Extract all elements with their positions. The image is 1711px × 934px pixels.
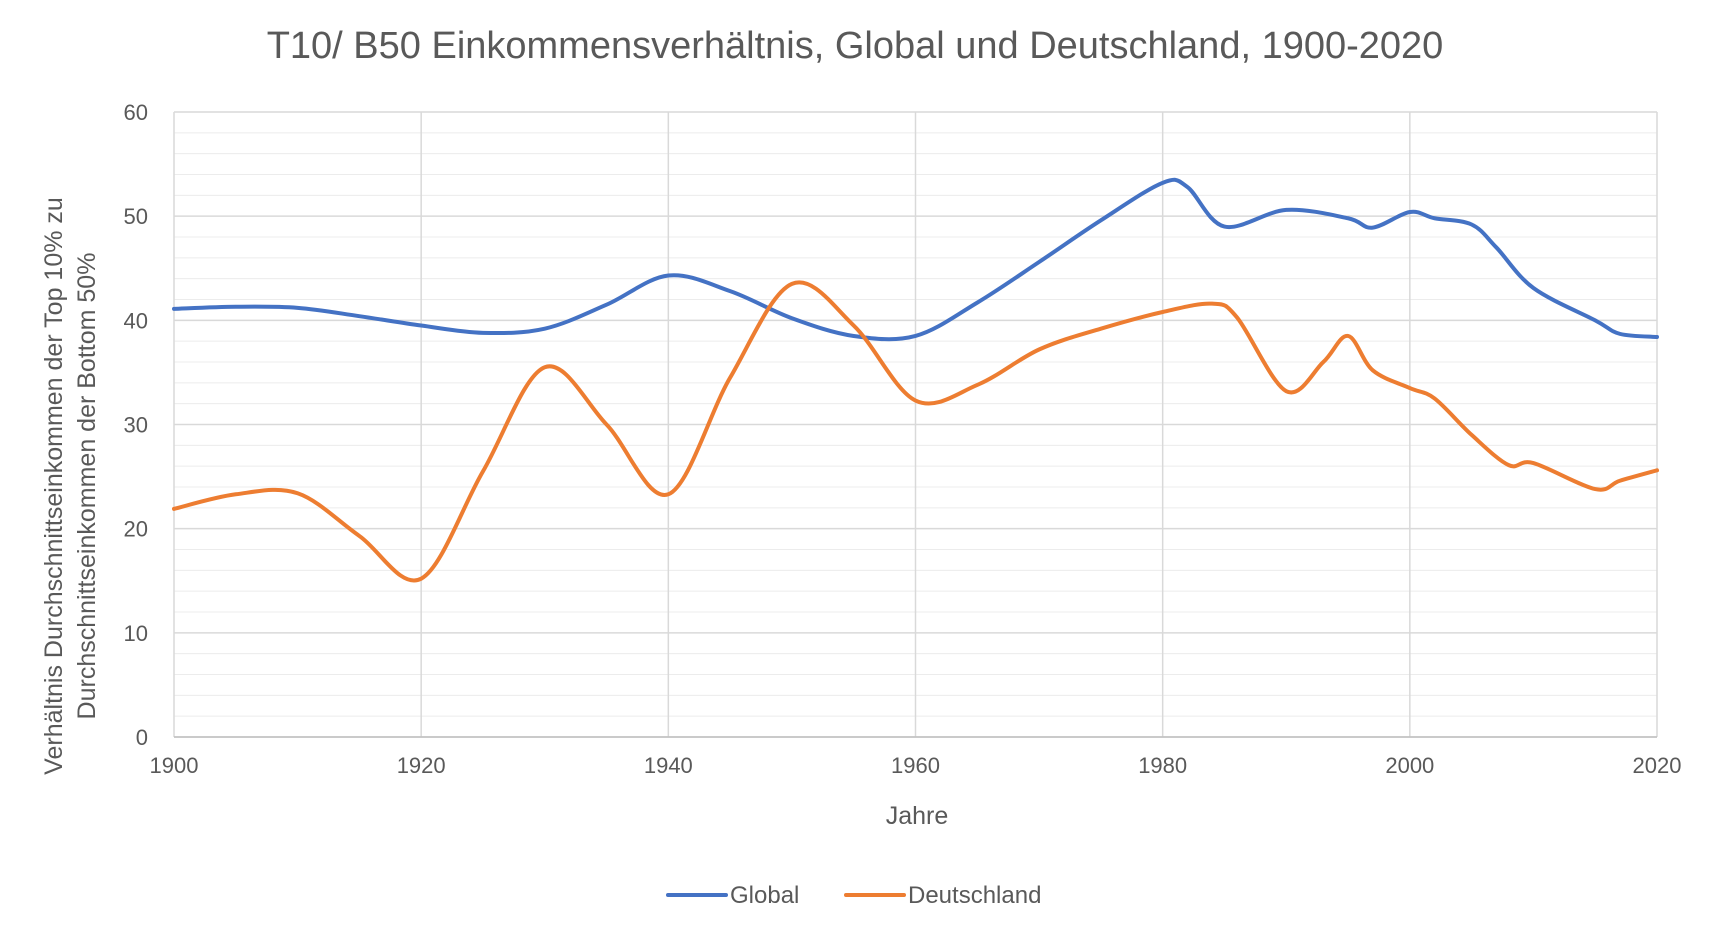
y-tick-label: 10 [124, 621, 148, 646]
x-tick-label: 2020 [1633, 753, 1682, 778]
x-tick-label: 1960 [891, 753, 940, 778]
y-tick-label: 0 [136, 725, 148, 750]
x-tick-label: 1920 [397, 753, 446, 778]
series-lines [172, 177, 1659, 583]
tick-labels: 0 10 20 30 40 50 60 1900 1920 1940 1960 1980 2000 202… [124, 100, 1682, 778]
legend: Global Deutschland [666, 882, 1041, 909]
x-tick-label: 1900 [150, 753, 199, 778]
y-tick-label: 60 [124, 100, 148, 125]
y-tick-label: 50 [124, 204, 148, 229]
y-tick-label: 20 [124, 517, 148, 542]
x-axis-title: Jahre [886, 802, 949, 830]
x-tick-label: 1940 [644, 753, 693, 778]
x-tick-label: 1980 [1138, 753, 1187, 778]
legend-label-deutschland: Deutschland [908, 882, 1041, 909]
legend-label-global: Global [730, 882, 799, 909]
y-tick-label: 30 [124, 413, 148, 438]
series-line-deutschland [172, 280, 1659, 583]
major-gridlines [173, 111, 1658, 738]
y-axis-title-line-2: Durchschnittseinkommen der Bottom 50% [73, 253, 101, 720]
y-axis-title-line-1: Verhältnis Durchschnittseinkommen der To… [40, 197, 68, 775]
y-tick-label: 40 [124, 308, 148, 333]
series-line-global [172, 177, 1659, 342]
x-tick-label: 2000 [1385, 753, 1434, 778]
chart-title: T10/ B50 Einkommensverhältnis, Global un… [267, 25, 1444, 67]
